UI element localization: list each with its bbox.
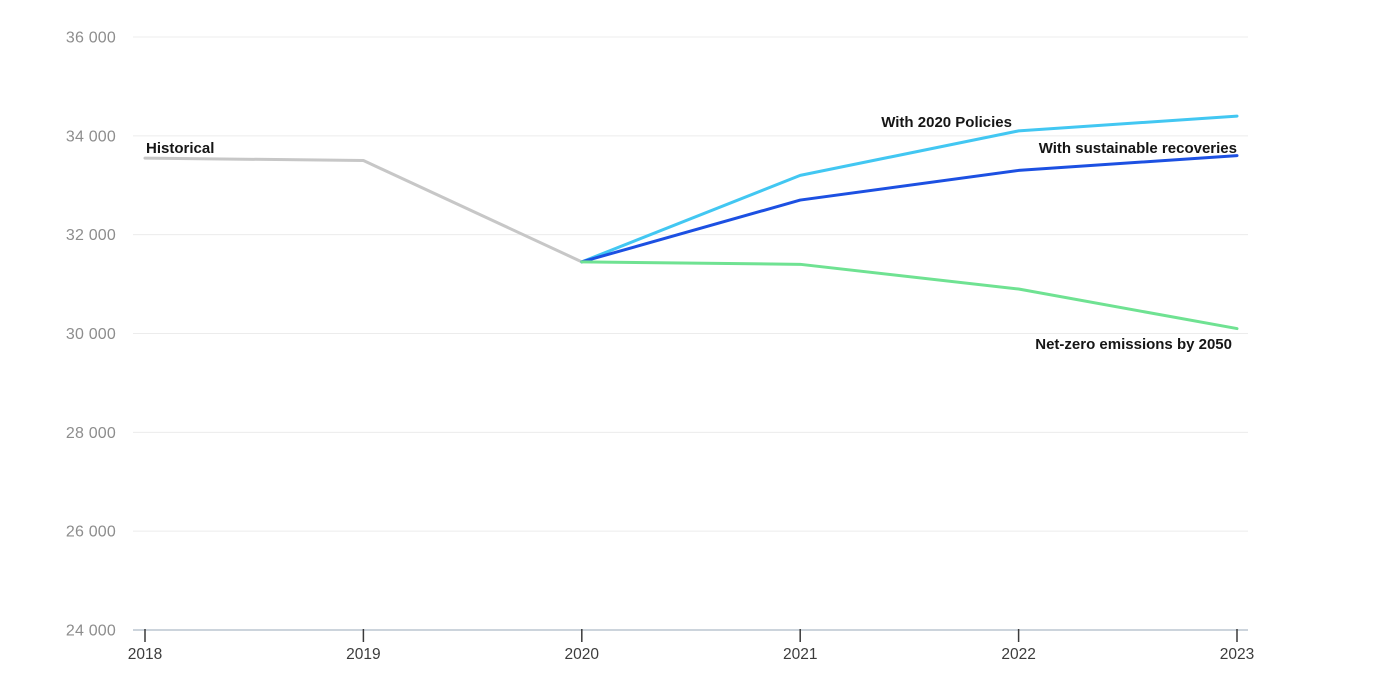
x-axis-tick-label-2023: 2023 xyxy=(1220,646,1254,663)
x-axis-tick-label-2018: 2018 xyxy=(128,646,162,663)
y-axis-tick-label-36000: 36 000 xyxy=(66,30,116,47)
series-label-with-2020-policies: With 2020 Policies xyxy=(881,114,1012,131)
x-axis-tick-label-2019: 2019 xyxy=(346,646,380,663)
series-label-net-zero-2050: Net-zero emissions by 2050 xyxy=(1035,336,1232,353)
x-axis-tick-label-2021: 2021 xyxy=(783,646,817,663)
y-axis-tick-label-34000: 34 000 xyxy=(66,128,116,145)
series-line-with-2020-policies xyxy=(580,114,1239,264)
y-axis-tick-label-30000: 30 000 xyxy=(66,326,116,343)
x-axis-tick-label-2022: 2022 xyxy=(1001,646,1035,663)
y-axis-tick-label-32000: 32 000 xyxy=(66,227,116,244)
x-axis-tick-label-2020: 2020 xyxy=(565,646,600,663)
series-label-historical: Historical xyxy=(146,140,215,157)
y-axis-tick-label-24000: 24 000 xyxy=(66,623,116,640)
y-axis-tick-label-26000: 26 000 xyxy=(66,524,116,541)
series-line-with-sustainable-recoveries xyxy=(580,154,1239,264)
y-axis-tick-label-28000: 28 000 xyxy=(66,425,116,442)
series-line-historical xyxy=(143,156,584,264)
series-line-net-zero-2050 xyxy=(580,260,1239,331)
series-label-with-sustainable-recoveries: With sustainable recoveries xyxy=(1038,140,1237,157)
